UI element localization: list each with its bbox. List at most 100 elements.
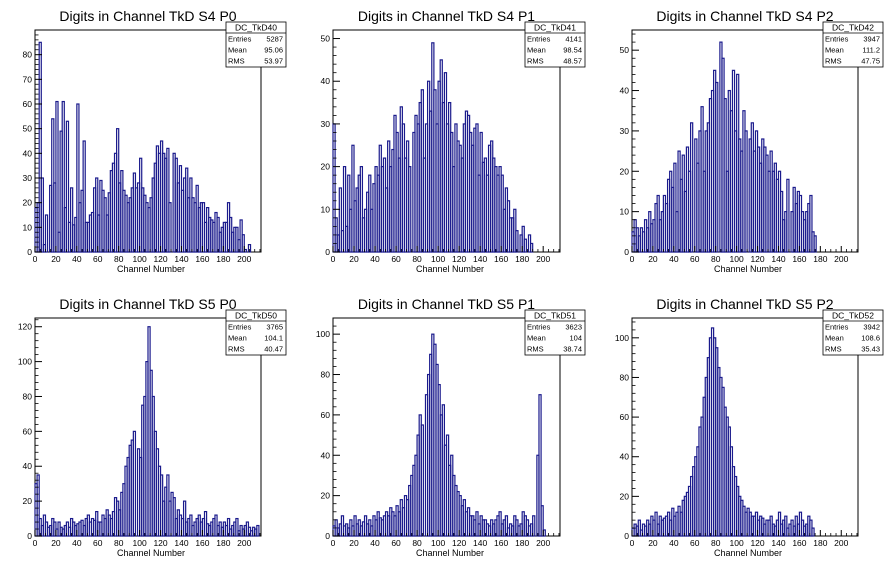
y-tick-label: 20 — [321, 162, 331, 172]
histogram-bin — [40, 177, 44, 253]
histogram-bin — [689, 122, 694, 253]
stats-box — [822, 309, 884, 356]
stats-value: 3942 — [863, 323, 880, 332]
histogram-bin — [172, 497, 176, 537]
x-tick-label: 140 — [174, 538, 188, 548]
x-axis-label: Channel Number — [714, 264, 782, 274]
stats-label: Mean — [527, 46, 546, 55]
stats-label: Mean — [527, 334, 546, 343]
histogram-bin — [408, 166, 412, 253]
histogram-bin — [342, 166, 347, 253]
histogram-panel: Digits in Channel TkD S5 P1 0 20 40 60 80 100 1… — [316, 296, 586, 558]
x-tick-label: 80 — [114, 538, 124, 548]
stats-value: 104.1 — [264, 334, 283, 343]
y-tick-label: 60 — [23, 99, 33, 109]
y-tick-label: 60 — [321, 410, 331, 420]
stats-value: 4141 — [565, 35, 582, 44]
y-tick-label: 0 — [624, 531, 629, 541]
x-tick-label: 60 — [690, 538, 700, 548]
histogram-bin — [65, 120, 70, 253]
histogram-bin — [538, 394, 542, 537]
histogram-bin — [82, 140, 86, 253]
x-tick-label: 160 — [494, 254, 508, 264]
y-tick-label: 30 — [321, 119, 331, 129]
histogram-bin — [523, 238, 527, 253]
y-tick-label: 20 — [23, 198, 33, 208]
x-tick-label: 40 — [669, 538, 679, 548]
y-tick-label: 0 — [27, 531, 32, 541]
y-tick-label: 80 — [321, 370, 331, 380]
x-tick-label: 80 — [412, 538, 422, 548]
x-tick-label: 160 — [195, 254, 209, 264]
x-tick-label: 40 — [72, 538, 82, 548]
histogram-bin — [168, 202, 172, 253]
x-tick-label: 120 — [153, 538, 167, 548]
y-tick-label: 10 — [321, 204, 331, 214]
stats-label: RMS — [825, 345, 842, 354]
x-tick-label: 0 — [331, 254, 336, 264]
x-tick-label: 120 — [750, 254, 764, 264]
panel-title: Digits in Channel TkD S4 P2 — [656, 8, 833, 24]
histogram-panel: Digits in Channel TkD S4 P00 20 40 60 80 100 1… — [23, 8, 287, 274]
stats-name: DC_TkD52 — [832, 311, 874, 321]
x-tick-label: 160 — [792, 254, 806, 264]
stats-label: RMS — [825, 57, 842, 66]
histogram-bin — [44, 214, 49, 253]
x-tick-label: 40 — [669, 254, 679, 264]
stats-label: Entries — [527, 35, 551, 44]
y-tick-label: 50 — [321, 34, 331, 44]
histogram-bin — [241, 234, 245, 253]
stats-label: Entries — [228, 35, 252, 44]
stats-value: 53.97 — [264, 57, 283, 66]
y-tick-label: 60 — [23, 426, 33, 436]
histogram-panel: Digits in Channel TkD S5 P0 0 20 40 60 80 100 1… — [18, 296, 287, 558]
x-tick-label: 140 — [174, 254, 188, 264]
stats-label: RMS — [527, 57, 544, 66]
x-tick-label: 80 — [412, 254, 422, 264]
histogram-panel: Digits in Channel TkD S4 P20 20 40 60 80 100 1… — [620, 8, 884, 274]
x-tick-label: 180 — [813, 538, 827, 548]
panel-title: Digits in Channel TkD S4 P1 — [358, 8, 535, 24]
x-tick-label: 120 — [452, 254, 466, 264]
panel-title: Digits in Channel TkD S5 P1 — [358, 296, 535, 312]
histogram-panel: Digits in Channel TkD S5 P2 0 20 40 60 80 100 1… — [615, 296, 884, 558]
y-tick-label: 0 — [325, 531, 330, 541]
x-tick-label: 140 — [473, 254, 487, 264]
y-tick-label: 40 — [620, 452, 630, 462]
stats-name: DC_TkD42 — [832, 23, 874, 33]
stats-box — [524, 21, 586, 68]
x-tick-label: 60 — [690, 254, 700, 264]
y-tick-label: 10 — [620, 207, 630, 217]
x-tick-label: 60 — [93, 538, 103, 548]
histogram-bin — [529, 242, 534, 253]
histogram-bin — [744, 130, 748, 253]
histogram-bin — [715, 81, 719, 253]
histogram-bin — [55, 100, 59, 253]
x-axis-label: Channel Number — [416, 548, 484, 558]
x-tick-label: 20 — [648, 538, 658, 548]
x-tick-label: 140 — [771, 254, 785, 264]
x-tick-label: 200 — [834, 254, 848, 264]
x-tick-label: 40 — [370, 254, 380, 264]
stats-value: 95.06 — [264, 46, 283, 55]
y-tick-label: 20 — [321, 491, 331, 501]
x-tick-label: 0 — [630, 538, 635, 548]
stats-label: Entries — [228, 323, 252, 332]
histogram-bin — [235, 517, 239, 537]
stats-label: Mean — [825, 334, 844, 343]
stats-label: Entries — [527, 323, 551, 332]
x-tick-label: 0 — [331, 538, 336, 548]
y-tick-label: 30 — [620, 126, 630, 136]
histogram-bin — [637, 519, 641, 537]
histogram-bin — [540, 505, 544, 537]
histogram-bin — [166, 147, 170, 253]
x-tick-label: 100 — [431, 254, 445, 264]
y-tick-label: 0 — [624, 247, 629, 257]
stats-value: 48.57 — [563, 57, 582, 66]
histogram-bin — [359, 166, 364, 253]
x-tick-label: 80 — [711, 538, 721, 548]
x-tick-label: 140 — [771, 538, 785, 548]
stats-value: 3623 — [565, 323, 582, 332]
histogram-bin — [809, 194, 813, 253]
